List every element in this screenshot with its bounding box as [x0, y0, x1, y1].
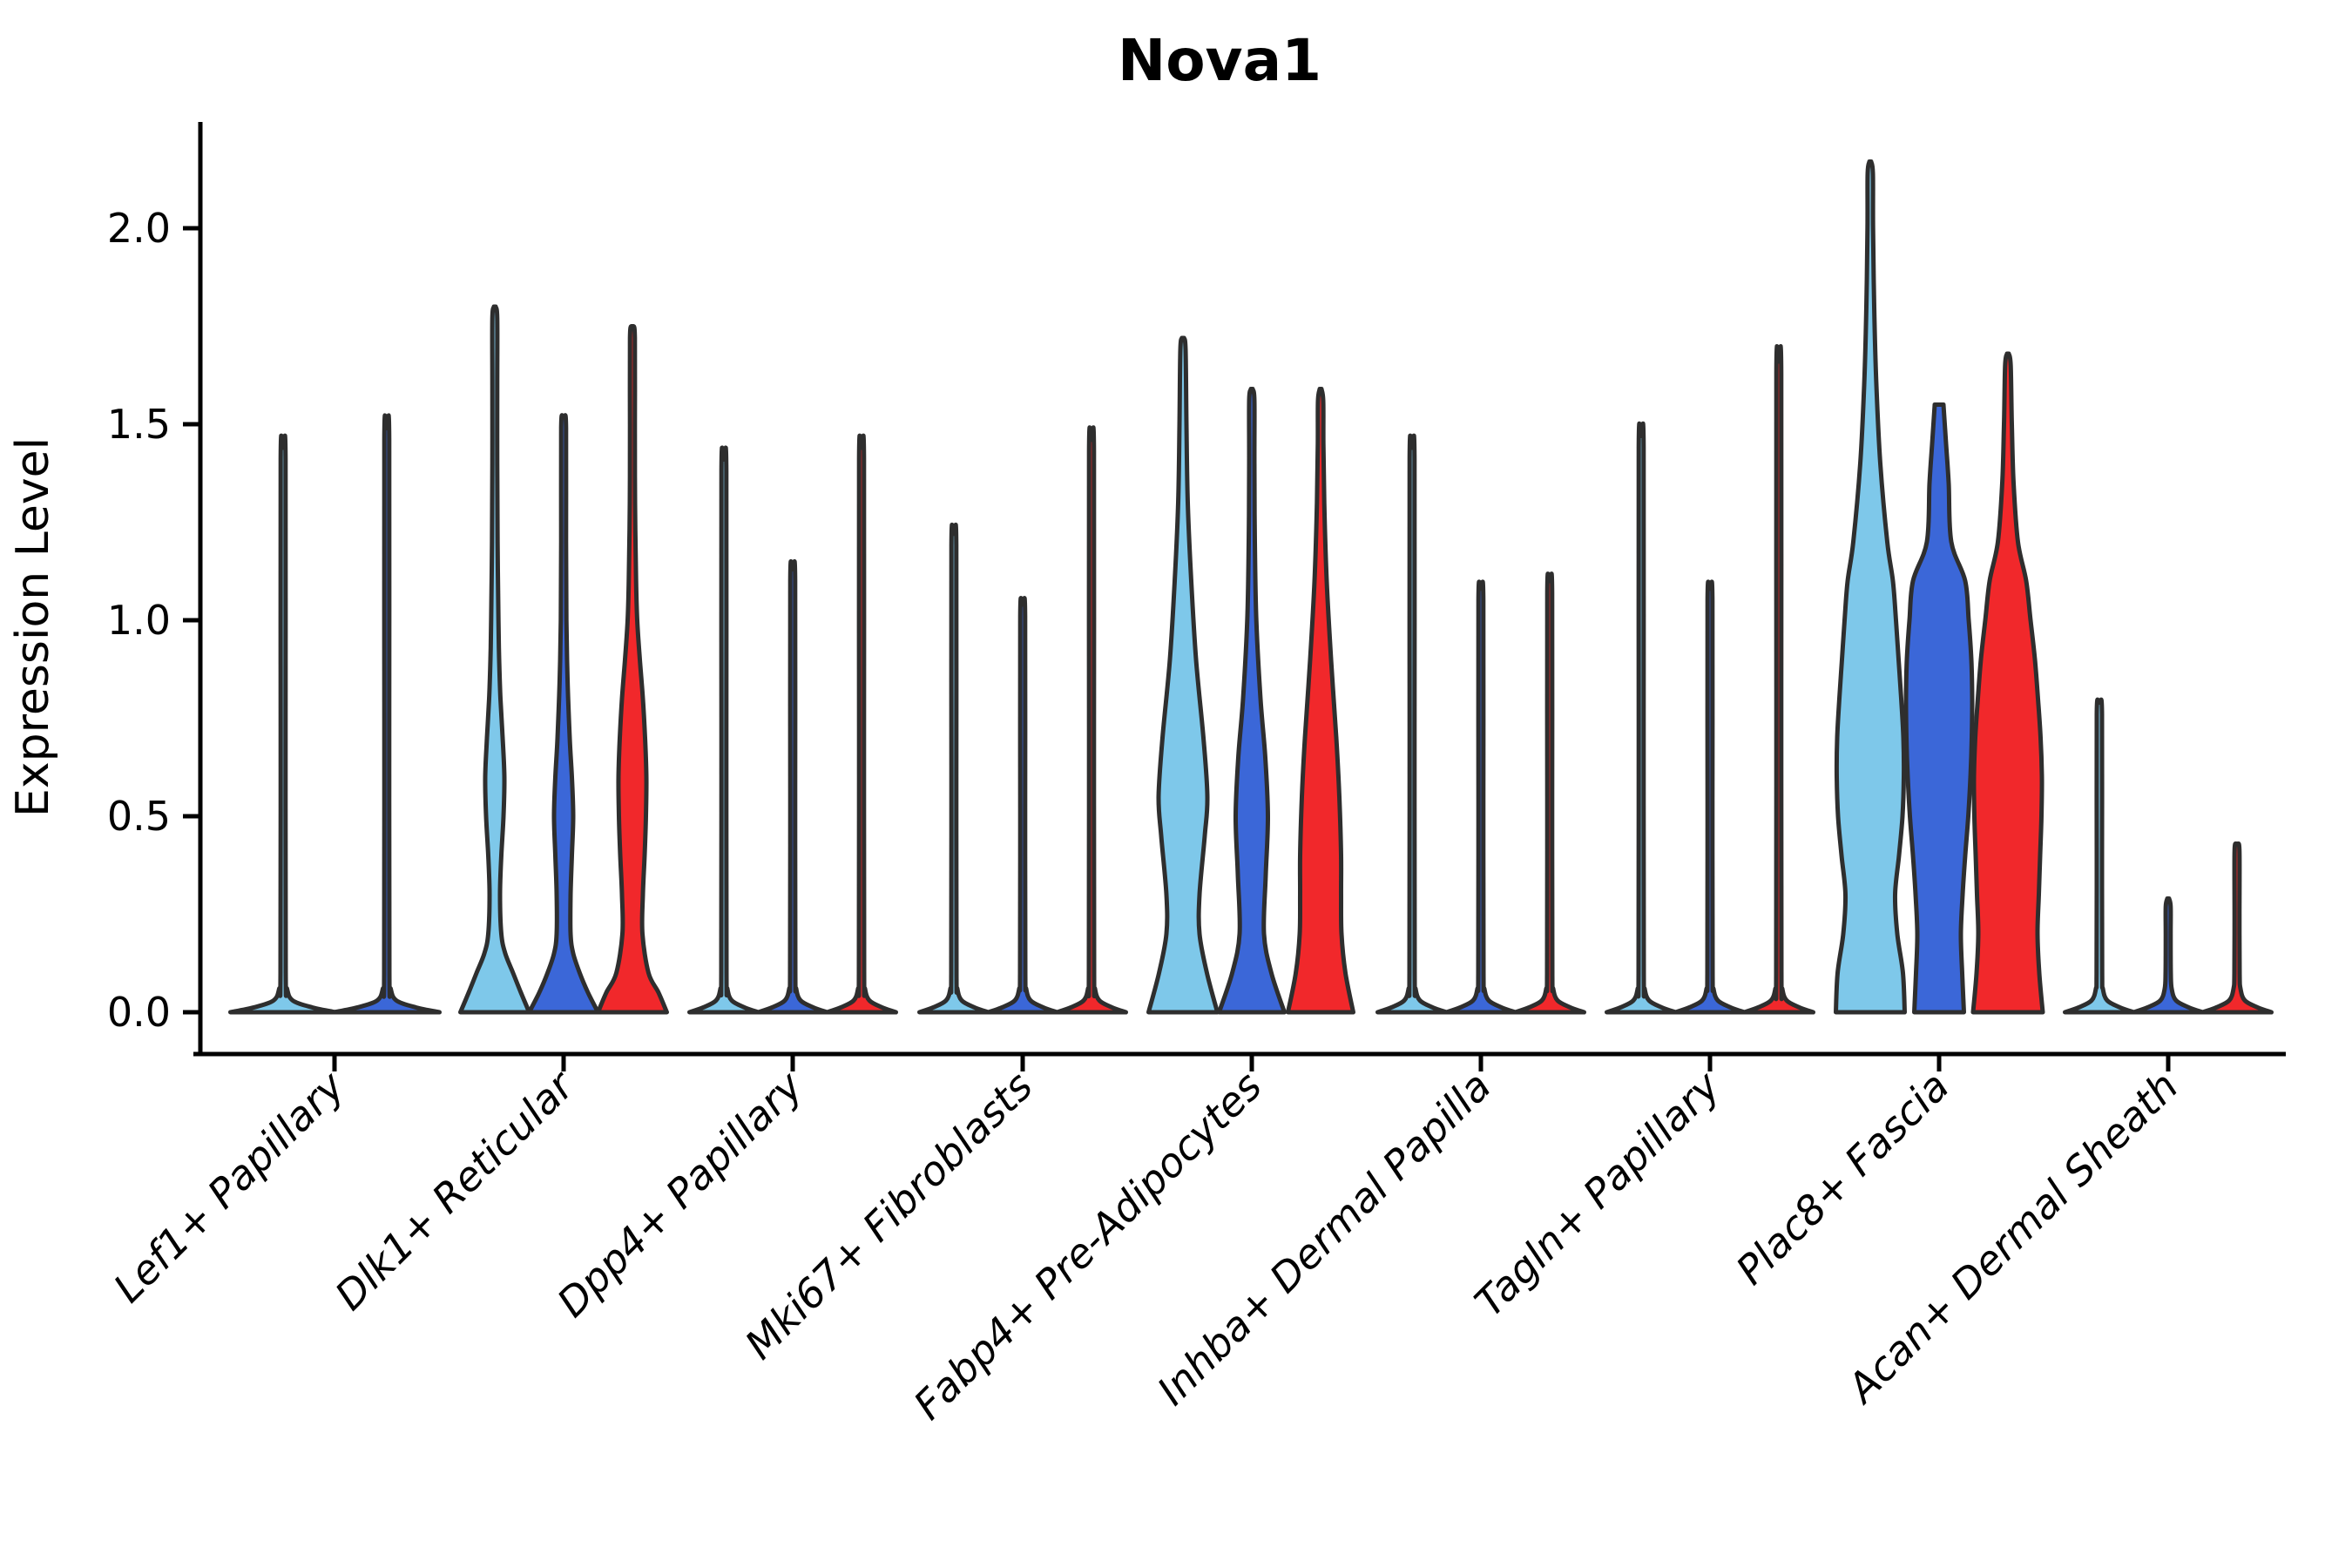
violin-4-blue [1217, 387, 1287, 1015]
violin-1-light_blue [458, 304, 531, 1015]
violin-7-red [1970, 351, 2045, 1015]
violin-2-blue [756, 559, 829, 1015]
violin-1-red [596, 324, 669, 1015]
violin-7-light_blue [1834, 159, 1907, 1015]
violin-3-blue [986, 596, 1059, 1015]
violin-0-light_blue [228, 433, 338, 1015]
violin-0-blue [332, 413, 442, 1015]
y-tick-label: 2.0 [107, 205, 171, 252]
x-tick-label: Plac8+ Fascia [1727, 1063, 1957, 1294]
y-tick-label: 0.0 [107, 989, 171, 1036]
y-axis-label: Expression Level [7, 437, 59, 817]
violins-layer [228, 159, 2274, 1015]
violin-7-blue [1903, 402, 1975, 1015]
violin-8-light_blue [2063, 697, 2136, 1015]
violin-5-light_blue [1375, 433, 1449, 1015]
violin-8-blue [2132, 896, 2205, 1015]
violin-3-red [1055, 425, 1128, 1015]
violin-3-light_blue [917, 522, 990, 1015]
violin-1-blue [527, 413, 600, 1015]
violin-5-red [1513, 571, 1586, 1015]
violin-8-red [2200, 841, 2274, 1015]
x-tick-label: Lef1+ Papillary [105, 1062, 354, 1311]
violin-5-blue [1444, 579, 1517, 1015]
x-tick-label: Dpp4+ Papillary [548, 1062, 812, 1326]
chart-title: Nova1 [1118, 27, 1321, 94]
violin-2-light_blue [687, 445, 760, 1015]
violin-6-light_blue [1605, 421, 1678, 1015]
violin-4-red [1286, 387, 1355, 1015]
y-tick-label: 1.5 [107, 401, 171, 448]
y-tick-label: 1.0 [107, 597, 171, 644]
x-tick-label: Tagln+ Papillary [1465, 1062, 1729, 1326]
x-tick-label: Dlk1+ Reticular [326, 1060, 585, 1319]
y-tick-label: 0.5 [107, 793, 171, 840]
violin-6-red [1742, 344, 1815, 1015]
violin-2-red [825, 433, 898, 1015]
violin-4-light_blue [1146, 335, 1220, 1015]
violin-6-blue [1673, 579, 1747, 1015]
